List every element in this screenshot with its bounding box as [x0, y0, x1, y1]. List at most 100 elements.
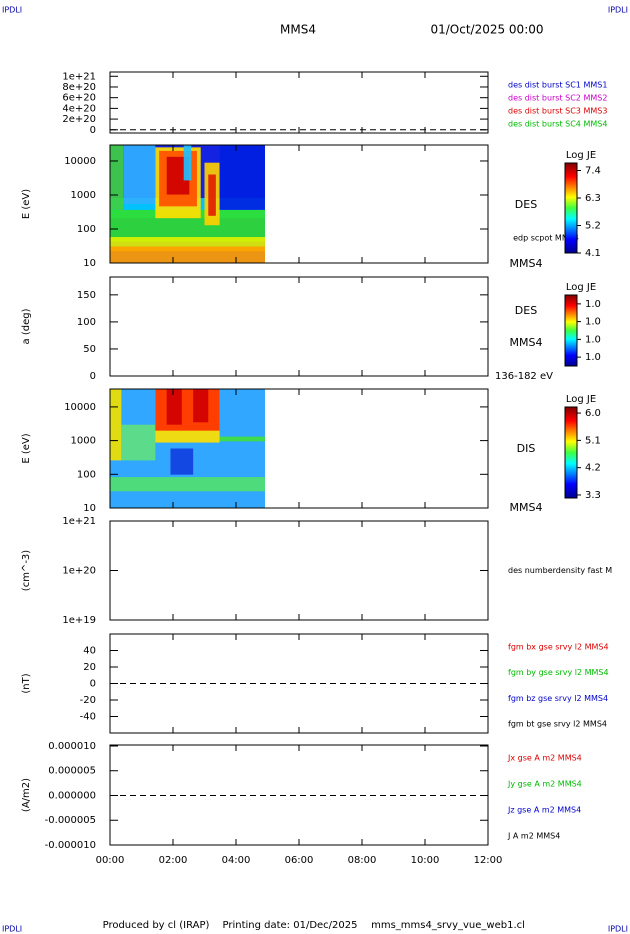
y-tick-label: 10000 [64, 402, 96, 413]
panel-note: DES [515, 198, 537, 211]
spectrogram-cell [193, 389, 209, 423]
legend-entry: des dist burst SC2 MMS2 [508, 94, 607, 103]
spectrogram-cell [110, 477, 265, 492]
colorbar-tick-label: 5.1 [585, 435, 601, 446]
spectrogram-cell [219, 436, 265, 442]
spectrogram-cell [123, 145, 156, 204]
spectrogram-cell [166, 389, 182, 425]
y-tick-label: 0 [90, 125, 96, 136]
y-tick-label: 1e+21 [62, 516, 96, 527]
spacecraft: MMS4 [280, 23, 316, 37]
y-axis-label: E (eV) [21, 189, 32, 219]
spectrogram-cell [110, 389, 122, 461]
corner-mark: IPDLI [2, 6, 22, 15]
y-tick-label: 10000 [64, 156, 96, 167]
y-tick-label: 6e+20 [62, 93, 96, 104]
panel-frame [109, 71, 489, 134]
colorbar-tick-label: 4.1 [585, 248, 601, 259]
colorbar-tick-label: 1.0 [585, 317, 601, 328]
colorbar-tick-label: 1.0 [585, 352, 601, 363]
y-tick-label: 8e+20 [62, 82, 96, 93]
y-tick-label: 1000 [71, 436, 96, 447]
colorbar-tick-label: 7.4 [585, 166, 601, 177]
y-tick-label: 0.000010 [48, 741, 96, 752]
colorbar-title: Log JE [566, 282, 596, 293]
colorbar [564, 162, 578, 254]
panel-frame [109, 520, 489, 621]
y-tick-label: 150 [77, 290, 96, 301]
spectrogram-cell [110, 145, 124, 210]
x-tick-label: 08:00 [348, 855, 377, 866]
y-tick-label: 20 [83, 662, 96, 673]
y-axis-label: (cm^-3) [21, 550, 32, 591]
legend-entry: fgm bt gse srvy l2 MMS4 [508, 720, 607, 729]
file-name: mms_mms4_srvy_vue_web1.cl [371, 920, 525, 931]
x-tick-label: 04:00 [222, 855, 251, 866]
panel-note: DES [515, 304, 537, 317]
date: 01/Oct/2025 00:00 [430, 23, 543, 37]
colorbar-tick-label: 6.3 [585, 193, 601, 204]
y-axis-label: a (deg) [21, 308, 32, 344]
y-tick-label: 40 [83, 646, 96, 657]
panel-note: 136-182 eV [495, 371, 553, 382]
colorbar-tick-label: 1.0 [585, 299, 601, 310]
legend-entry: J A m2 MMS4 [507, 832, 560, 841]
legend-entry: Jx gse A m2 MMS4 [507, 754, 582, 763]
legend-entry: des numberdensity fast M [508, 566, 612, 575]
colorbar-tick-label: 6.0 [585, 408, 601, 419]
spectrogram-cell [183, 145, 192, 181]
y-tick-label: 0 [90, 679, 96, 690]
y-tick-label: -40 [80, 712, 96, 723]
panel-frame [109, 276, 489, 377]
spectrogram-cell [170, 448, 194, 475]
panel-note: MMS4 [510, 257, 543, 270]
x-tick-label: 10:00 [411, 855, 440, 866]
panel-note: edp scpot MMS4 [513, 234, 579, 243]
colorbar-tick-label: 5.2 [585, 221, 601, 232]
colorbar-tick-label: 3.3 [585, 490, 601, 501]
corner-mark: IPDLI [608, 925, 628, 934]
y-tick-label: 1e+21 [62, 71, 96, 82]
colorbar-tick-label: 4.2 [585, 463, 601, 474]
colorbar [564, 406, 578, 499]
y-tick-label: 100 [77, 317, 96, 328]
panel-note: MMS4 [510, 336, 543, 349]
y-tick-label: 100 [77, 224, 96, 235]
y-tick-label: 1e+19 [62, 615, 96, 626]
legend-entry: fgm bz gse srvy l2 MMS4 [508, 694, 608, 703]
legend-entry: fgm bx gse srvy l2 MMS4 [508, 643, 609, 652]
colorbar-title: Log JE [566, 394, 596, 405]
y-tick-label: -0.000010 [45, 840, 96, 851]
legend-entry: Jz gse A m2 MMS4 [507, 806, 581, 815]
x-tick-label: 02:00 [159, 855, 188, 866]
colorbar [564, 294, 578, 367]
y-tick-label: 0.000005 [48, 766, 96, 777]
y-tick-label: -20 [80, 695, 96, 706]
y-axis-label: (nT) [21, 673, 32, 693]
y-tick-label: 50 [83, 344, 96, 355]
y-tick-label: 2e+20 [62, 114, 96, 125]
colorbar-tick-label: 1.0 [585, 334, 601, 345]
y-tick-label: 10 [83, 258, 96, 269]
legend-entry: des dist burst SC4 MMS4 [508, 120, 607, 129]
legend-entry: des dist burst SC1 MMS1 [508, 81, 607, 90]
legend-entry: des dist burst SC3 MMS3 [508, 107, 607, 116]
spectrogram-cell [155, 389, 220, 431]
y-axis-label: E (eV) [21, 433, 32, 463]
x-tick-label: 12:00 [474, 855, 503, 866]
spectrogram-cell [121, 424, 156, 461]
legend-entry: fgm by gse srvy l2 MMS4 [508, 668, 609, 677]
spectrogram-cell [110, 246, 265, 263]
y-tick-label: 10 [83, 503, 96, 514]
panel-note: MMS4 [510, 501, 543, 514]
spectrogram-cell [219, 145, 265, 210]
y-tick-label: 100 [77, 469, 96, 480]
y-axis-label: (A/m2) [21, 778, 32, 812]
corner-mark: IPDLI [2, 925, 22, 934]
y-tick-label: 1e+20 [62, 566, 96, 577]
print-date: Printing date: 01/Dec/2025 [222, 920, 357, 931]
credit: Produced by cl (IRAP) [103, 920, 210, 931]
spectrogram-cell [208, 174, 216, 216]
y-tick-label: -0.000005 [45, 815, 96, 826]
